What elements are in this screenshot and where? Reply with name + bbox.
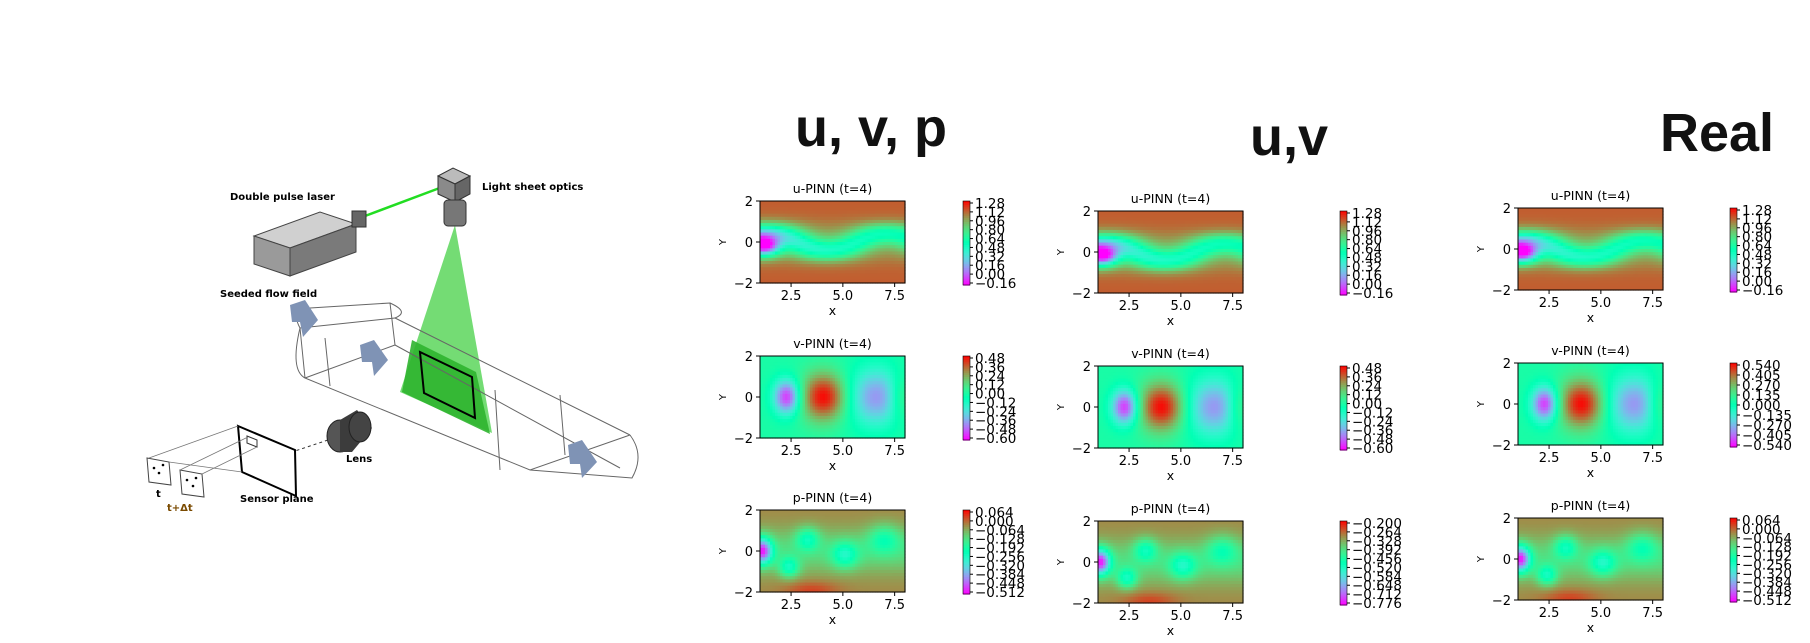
heatmap-panel: p-PINN (t=4)2.5 5.0 7.5x20−2Y0.0640.000−0.… xyxy=(718,490,1025,627)
heatmap-panel: u-PINN (t=4)2.5 5.0 7.5x20−2Y1.281.120.960… xyxy=(1056,191,1393,328)
y-tick-label: 2 xyxy=(745,350,753,365)
y-tick-label: −2 xyxy=(734,277,753,292)
y-axis-label: Y xyxy=(718,238,729,246)
x-tick-label: 7.5 xyxy=(884,289,905,304)
y-axis-label: Y xyxy=(718,393,729,401)
x-tick-label: 2.5 xyxy=(781,598,802,613)
x-tick-label: 7.5 xyxy=(884,444,905,459)
y-tick-label: 2 xyxy=(745,504,753,519)
colorbar-tick-label: −0.16 xyxy=(975,276,1016,292)
y-tick-label: 2 xyxy=(745,195,753,210)
y-tick-label: 0 xyxy=(745,236,753,251)
x-axis-label: x xyxy=(829,458,836,473)
x-tick-label: 7.5 xyxy=(884,598,905,613)
x-tick-label: 5.0 xyxy=(833,444,854,459)
y-axis-label: Y xyxy=(718,547,729,555)
x-tick-label: 2.5 xyxy=(781,444,802,459)
heatmap-panel: u-PINN (t=4)2.5 5.0 7.5x20−2Y1.281.120.960… xyxy=(718,181,1016,318)
panel-title: u-PINN (t=4) xyxy=(793,181,872,196)
y-tick-label: 0 xyxy=(745,391,753,406)
heatmap-panel: v-PINN (t=4)2.5 5.0 7.5x20−2Y0.480.360.240… xyxy=(718,336,1016,473)
colorbar-tick-label: −0.512 xyxy=(975,585,1025,601)
x-tick-label: 5.0 xyxy=(833,598,854,613)
panel-title: p-PINN (t=4) xyxy=(793,490,872,505)
x-tick-label: 2.5 xyxy=(781,289,802,304)
x-tick-label: 5.0 xyxy=(833,289,854,304)
x-axis-label: x xyxy=(829,303,836,318)
y-tick-label: −2 xyxy=(734,432,753,447)
panel-title: u-PINN (t=4) xyxy=(1131,191,1210,206)
colorbar-tick-label: −0.60 xyxy=(975,431,1016,447)
y-tick-label: 0 xyxy=(745,545,753,560)
x-axis-label: x xyxy=(829,612,836,627)
panel-title: v-PINN (t=4) xyxy=(793,336,872,351)
y-tick-label: −2 xyxy=(734,586,753,601)
